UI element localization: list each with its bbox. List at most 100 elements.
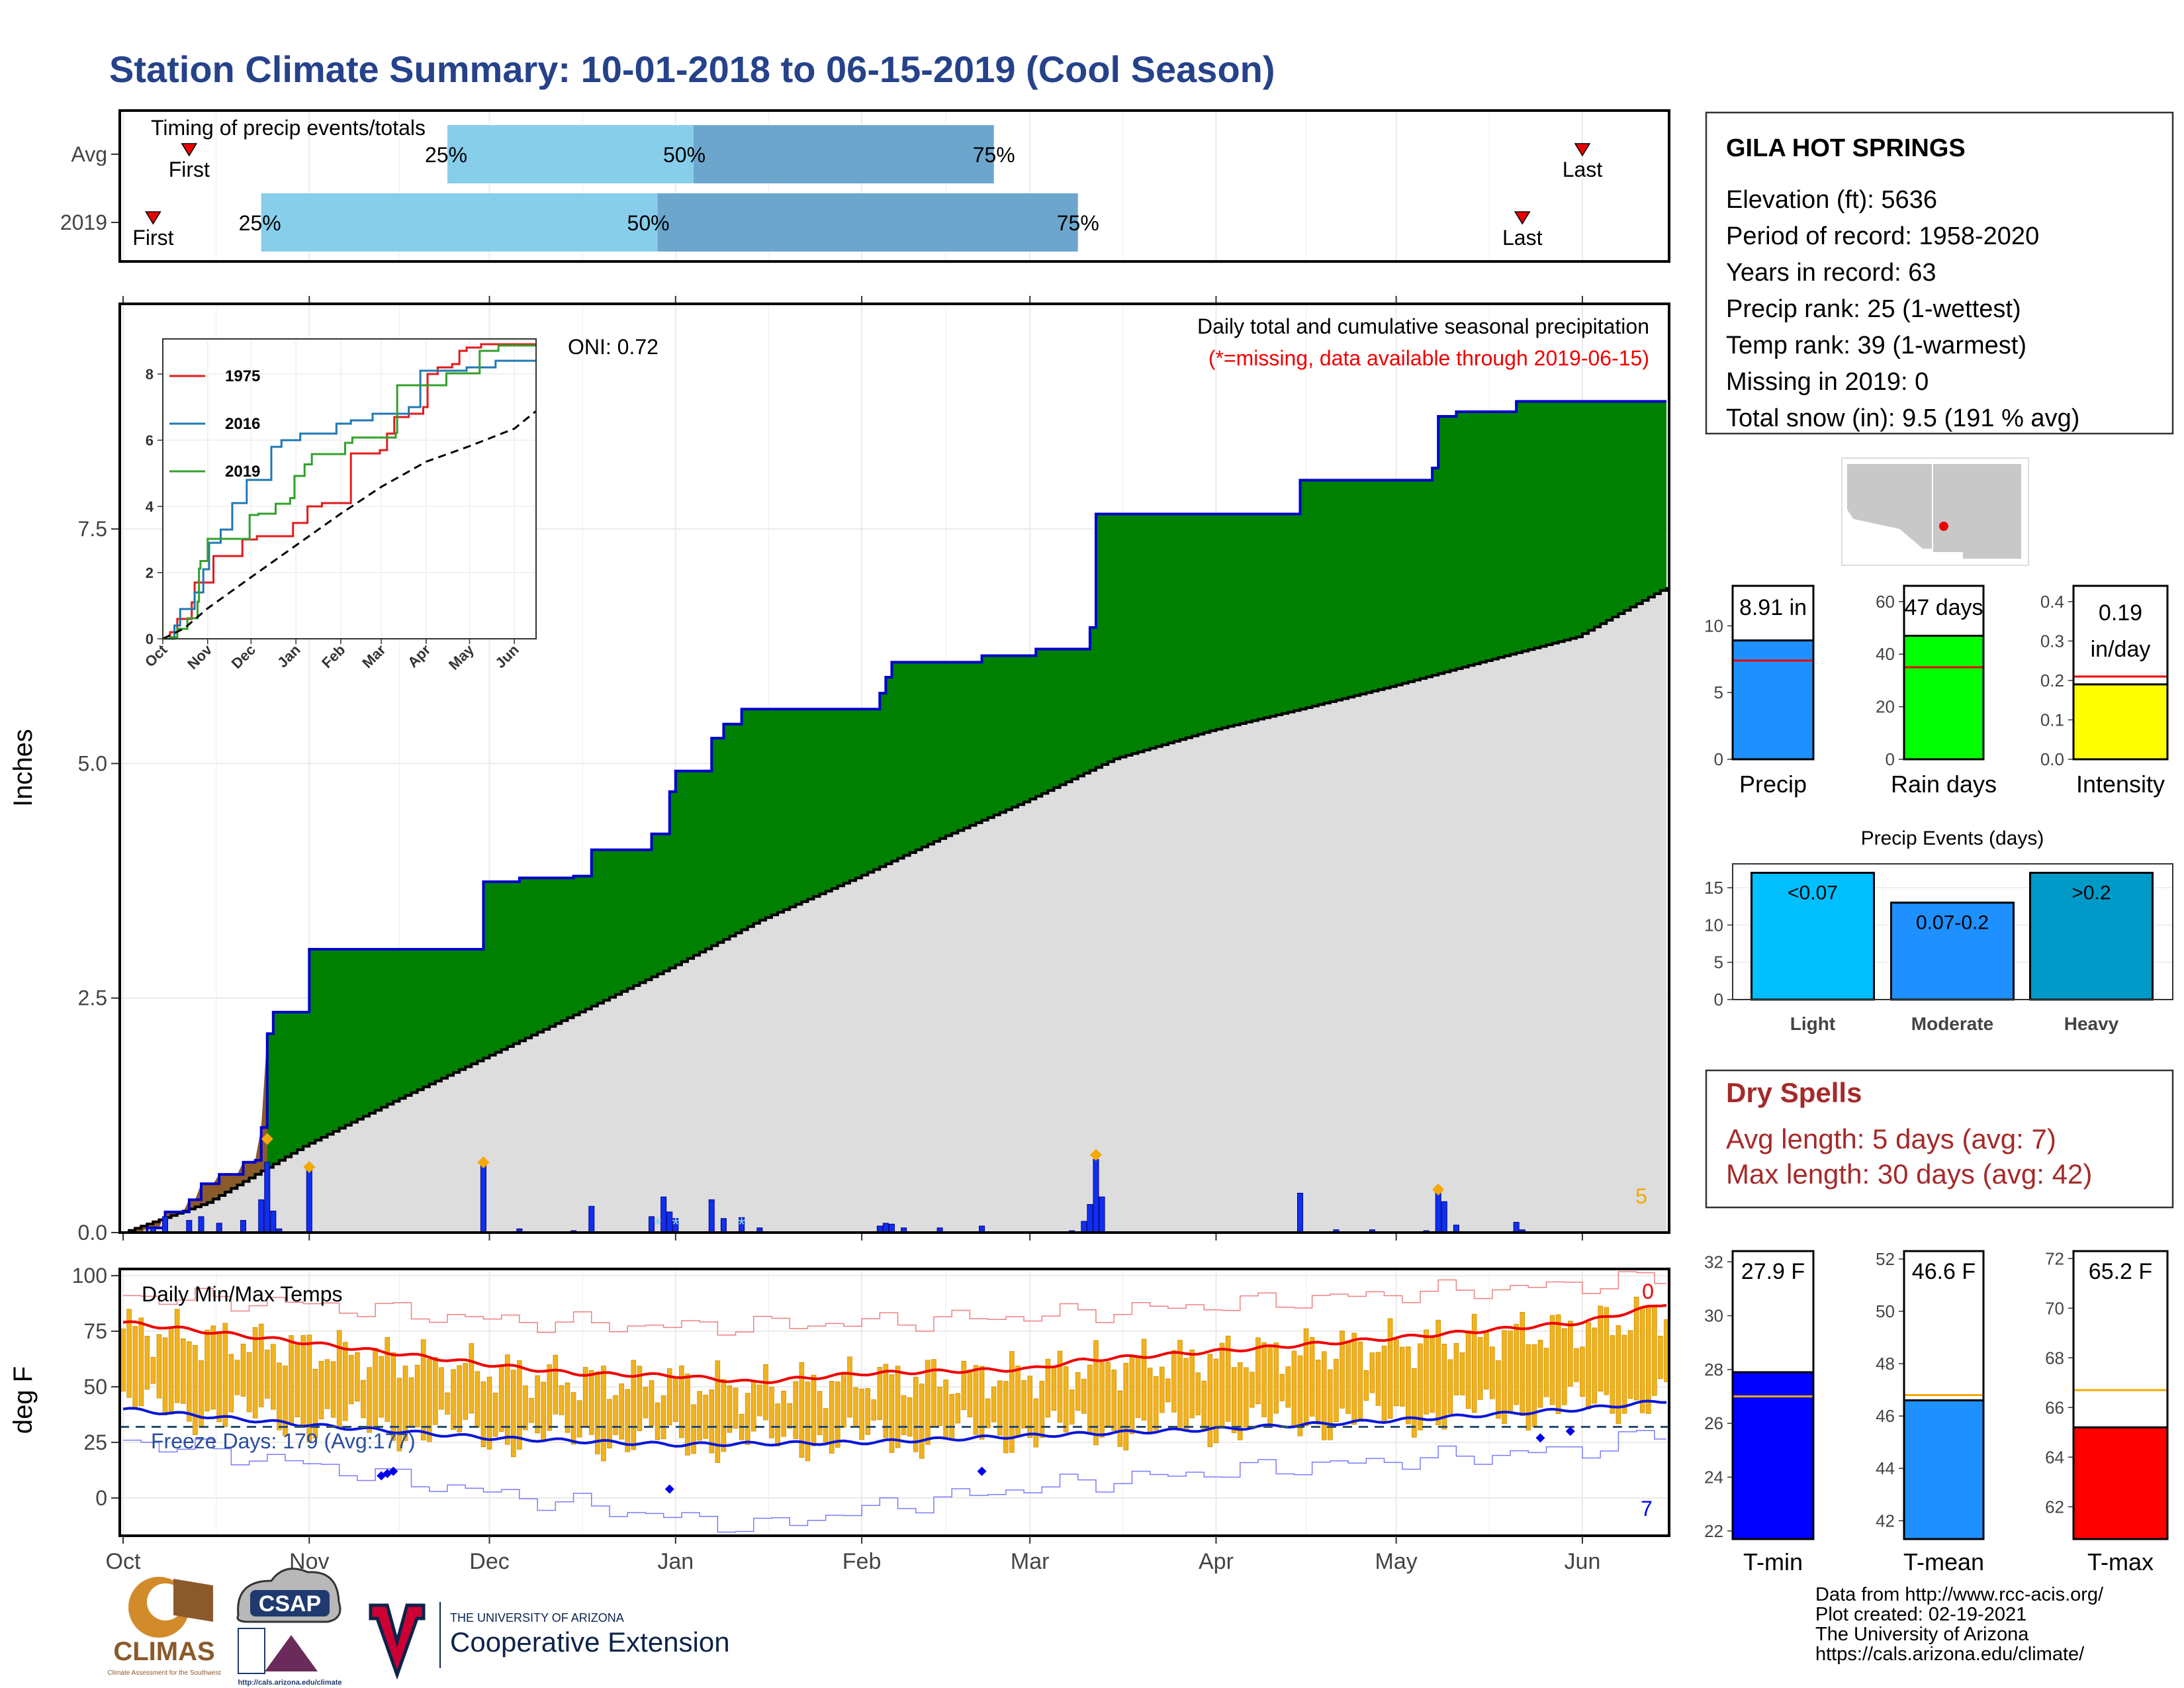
daily-temp-bar [1279,1374,1285,1401]
daily-temp-bar [433,1357,438,1425]
daily-temp-bar [1357,1341,1363,1419]
temps-xtick-label: Apr [1199,1549,1234,1574]
daily-temp-bar [1063,1366,1069,1432]
daily-temp-bar [1087,1364,1093,1433]
daily-temp-bar [1183,1358,1189,1430]
daily-max-marker [477,1156,490,1168]
footer-line: The University of Arizona [1815,1624,2029,1645]
daily-temp-bar [511,1370,516,1458]
daily-temp-bar [961,1360,967,1411]
timing-label-25: 25% [425,143,467,167]
daily-temp-bar [637,1366,643,1431]
daily-temp-bar [973,1365,979,1435]
logos: CLIMAS Climate Assessment for the Southwe… [107,1568,730,1687]
csap-grid-icon [238,1628,265,1674]
daily-temp-bar [156,1334,162,1399]
daily-temp-bar [1328,1369,1333,1440]
events-bar-label: <0.07 [1788,882,1838,904]
summary-ytick-label: 0.1 [2040,710,2064,729]
record-min-marker [388,1466,398,1476]
daily-temp-bar [811,1374,817,1446]
daily-temp-bar [1627,1330,1633,1399]
daily-temp-bar [1105,1362,1111,1427]
daily-temp-bar [1345,1342,1351,1414]
record-min-marker [664,1484,674,1494]
daily-temp-bar [1244,1367,1249,1428]
ua-extension: Cooperative Extension [450,1626,730,1658]
timing-bar-50-75 [694,125,994,183]
csap-badge [250,1590,330,1617]
summary-ytick-label: 0 [1886,749,1895,769]
dry-spells: Dry Spells Avg length: 5 days (avg: 7) Max… [1705,1069,2174,1209]
daily-precip-bar [1297,1192,1303,1233]
temps-xtick-label: Dec [469,1549,509,1574]
dry-spells-box [1705,1069,2174,1209]
daily-temp-bar [570,1392,576,1445]
temps-ytick-label: 25 [83,1430,107,1454]
daily-temp-bar [1237,1362,1243,1440]
daily-temp-bar [1250,1372,1255,1408]
timing-label-last: Last [1563,158,1603,181]
inset-series-2019 [163,344,536,640]
daily-temp-bar [1285,1366,1291,1408]
daily-temp-bar [991,1386,997,1423]
daily-temp-bar [859,1388,864,1440]
temps-xtick-label: Feb [842,1549,882,1574]
daily-temp-bar [373,1348,378,1429]
station-info-line: Precip rank: 25 (1-wettest) [1726,295,2021,323]
station-info-line: Elevation (ft): 5636 [1726,186,1937,214]
daily-temp-bar [174,1309,180,1403]
daily-temp-bar [486,1376,492,1450]
daily-max-marker [303,1161,316,1174]
daily-temp-bar [1219,1342,1225,1427]
footer-line: https://cals.arizona.edu/climate/ [1815,1644,2085,1665]
daily-temp-bar [733,1387,739,1429]
tsummary-value-label: 65.2 F [2089,1259,2152,1284]
timing-first-marker [145,211,161,225]
daily-precip-bar [1087,1203,1093,1233]
daily-temp-bar [205,1329,210,1412]
events-bar-label: 0.07-0.2 [1916,912,1989,934]
station-info-box [1705,111,2174,435]
daily-temp-bar [1525,1344,1531,1430]
daily-temp-bar [763,1364,768,1421]
daily-temp-bar [1207,1354,1213,1448]
daily-temp-bar [691,1404,696,1454]
summary-ytick-label: 0.3 [2040,631,2064,651]
timing-last-marker [1514,211,1531,225]
daily-temp-bar [324,1359,330,1409]
inset-ytick-label: 8 [146,366,154,383]
timing-title: Timing of precip events/totals [151,116,426,140]
summary-ytick-label: 60 [1876,592,1895,612]
daily-temp-bar [1297,1355,1303,1436]
daily-temp-bar [1129,1356,1135,1434]
tsummary-bar-T-max [2072,1426,2169,1540]
daily-temp-bar [985,1398,991,1429]
summary-value-label: 8.91 in [1739,595,1807,620]
daily-temp-bar [679,1365,684,1438]
daily-temp-bar [234,1360,240,1395]
daily-temp-bar [1412,1368,1417,1438]
tsummary-ytick-label: 50 [1876,1301,1895,1321]
daily-temp-bar [264,1349,270,1399]
daily-temp-bar [1315,1360,1321,1425]
daily-precip-bar [1435,1192,1441,1233]
summary-value-label: 47 days [1904,595,1983,620]
daily-temp-bar [193,1344,198,1435]
daily-temp-bar [1561,1328,1567,1405]
daily-temp-bar [666,1368,672,1426]
daily-temp-bar [1496,1360,1501,1419]
daily-temp-bar [817,1391,823,1435]
daily-temp-bar [1537,1339,1543,1408]
ua-logo-icon [369,1603,426,1680]
daily-temp-bar [300,1335,306,1429]
precip-corner-count: 5 [1635,1184,1647,1208]
events-ytick-label: 15 [1704,878,1723,898]
daily-temp-bar [1033,1398,1039,1448]
daily-temp-bar [1351,1333,1357,1425]
timing-label-50: 50% [663,143,705,167]
cumulative-avg-line [123,586,1668,1234]
tsummary-ytick-label: 62 [2045,1497,2064,1517]
daily-precip-bar [1441,1201,1447,1233]
